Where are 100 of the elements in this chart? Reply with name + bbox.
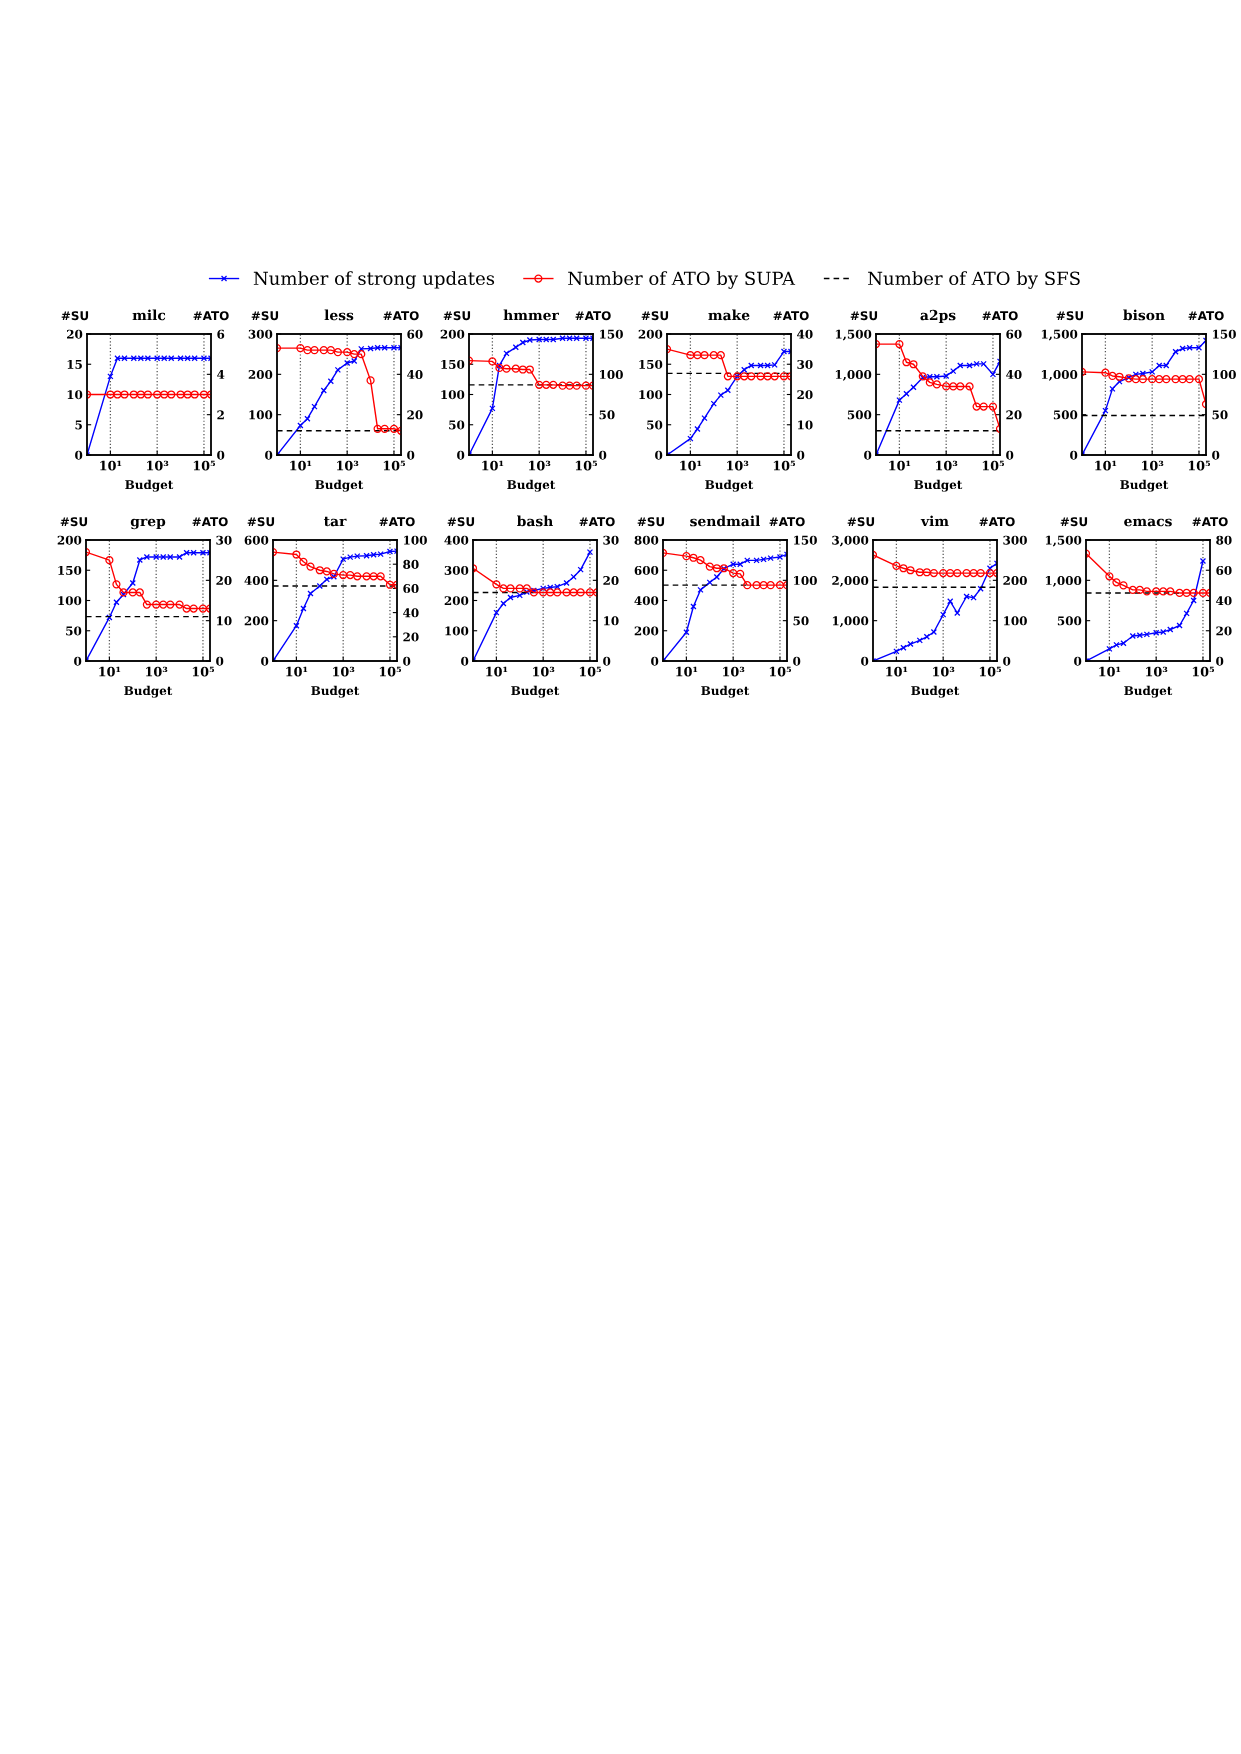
y-tick-label: 100 bbox=[58, 596, 82, 606]
y2-tick-label: 4 bbox=[217, 370, 225, 379]
y2-tick-label: 40 bbox=[1216, 596, 1232, 606]
x-tick-label: 10⁵ bbox=[1188, 460, 1211, 471]
x-tick-label: 10³ bbox=[147, 460, 169, 471]
y-tick-label: 100 bbox=[249, 410, 273, 420]
y-tick-label: 0 bbox=[864, 450, 872, 460]
y-tick-label: 1,000 bbox=[832, 616, 869, 628]
y-tick-label: 50 bbox=[66, 626, 82, 636]
y2-tick-label: 150 bbox=[1213, 329, 1236, 339]
x-tick-label: 10³ bbox=[337, 460, 359, 471]
x-tick-label: 10³ bbox=[727, 460, 749, 471]
y2-tick-label: 20 bbox=[797, 390, 813, 400]
x-tick-label: 10¹ bbox=[889, 460, 911, 471]
x-tick-label: 10¹ bbox=[100, 460, 122, 471]
y2-tick-label: 100 bbox=[794, 576, 817, 586]
x-tick-label: 10³ bbox=[146, 666, 168, 677]
x-tick-label: 10¹ bbox=[676, 666, 698, 677]
y2-axis-title: #ATO bbox=[193, 311, 229, 321]
y-tick-label: 100 bbox=[445, 626, 469, 636]
y2-tick-label: 0 bbox=[797, 450, 805, 460]
y-tick-label: 100 bbox=[441, 390, 465, 400]
x-tick-label: 10⁵ bbox=[982, 460, 1005, 471]
x-tick-label: 10¹ bbox=[680, 460, 702, 471]
y2-tick-label: 30 bbox=[216, 535, 232, 545]
chart-title: milc bbox=[132, 309, 166, 321]
y2-tick-label: 10 bbox=[217, 616, 232, 626]
legend-label: Number of ATO by SFS bbox=[868, 271, 1080, 289]
y2-tick-label: 100 bbox=[404, 535, 427, 545]
y2-tick-label: 20 bbox=[1216, 626, 1232, 636]
x-tick-label: 10¹ bbox=[482, 460, 504, 471]
x-tick-label: 10³ bbox=[333, 666, 355, 677]
y-tick-label: 800 bbox=[634, 535, 659, 545]
y-axis-title: #SU bbox=[447, 517, 475, 527]
x-tick-label: 10³ bbox=[1146, 666, 1168, 677]
y2-axis-title: #ATO bbox=[379, 517, 415, 527]
x-tick-label: 10¹ bbox=[886, 666, 908, 677]
y2-axis-title: #ATO bbox=[773, 311, 809, 321]
x-tick-label: 10⁵ bbox=[979, 666, 1002, 677]
y-tick-label: 600 bbox=[244, 535, 269, 545]
y-tick-label: 20 bbox=[67, 329, 83, 339]
y-tick-label: 400 bbox=[244, 576, 269, 586]
legend-label: Number of ATO by SUPA bbox=[568, 271, 796, 289]
y2-tick-label: 20 bbox=[403, 632, 419, 642]
y2-tick-label: 80 bbox=[403, 559, 419, 569]
x-axis-title: Budget bbox=[124, 685, 173, 698]
y-tick-label: 50 bbox=[647, 420, 663, 430]
x-tick-label: 10¹ bbox=[290, 460, 312, 471]
x-tick-label: 10¹ bbox=[486, 666, 508, 677]
y-tick-label: 1,500 bbox=[835, 329, 872, 341]
y-tick-label: 0 bbox=[74, 656, 82, 666]
y2-axis-title: #ATO bbox=[982, 311, 1018, 321]
x-tick-label: 10⁵ bbox=[379, 666, 402, 677]
y2-tick-label: 40 bbox=[407, 370, 423, 380]
y-axis-title: #SU bbox=[60, 517, 88, 527]
y2-tick-label: 0 bbox=[1006, 450, 1014, 460]
y2-tick-label: 40 bbox=[797, 329, 813, 339]
y2-tick-label: 0 bbox=[1212, 450, 1220, 460]
y-tick-label: 3,000 bbox=[832, 535, 869, 547]
y2-tick-label: 0 bbox=[403, 656, 411, 666]
x-tick-label: 10⁵ bbox=[579, 666, 602, 677]
y2-tick-label: 60 bbox=[407, 329, 423, 339]
y2-tick-label: 150 bbox=[794, 535, 817, 545]
y2-tick-label: 10 bbox=[604, 616, 619, 626]
y-tick-label: 500 bbox=[1053, 410, 1078, 420]
y2-tick-label: 0 bbox=[217, 450, 225, 460]
x-axis-title: Budget bbox=[914, 479, 963, 492]
y2-tick-label: 30 bbox=[797, 359, 813, 369]
y-axis-title: #SU bbox=[641, 311, 669, 321]
x-tick-label: 10¹ bbox=[1095, 460, 1117, 471]
y-axis-title: #SU bbox=[850, 311, 878, 321]
y-tick-label: 600 bbox=[634, 565, 659, 575]
x-axis-title: Budget bbox=[125, 479, 174, 492]
y-tick-label: 0 bbox=[655, 450, 663, 460]
y2-tick-label: 100 bbox=[1004, 616, 1027, 626]
y2-tick-label: 40 bbox=[1006, 370, 1022, 380]
x-tick-label: 10⁵ bbox=[575, 460, 598, 471]
y2-tick-label: 0 bbox=[603, 656, 611, 666]
chart-title: bash bbox=[517, 515, 553, 527]
y-tick-label: 100 bbox=[639, 390, 663, 400]
y2-tick-label: 30 bbox=[603, 535, 619, 545]
y-tick-label: 300 bbox=[248, 329, 273, 339]
y-tick-label: 150 bbox=[639, 359, 663, 369]
y-tick-label: 200 bbox=[244, 616, 269, 626]
y2-tick-label: 60 bbox=[1216, 565, 1232, 575]
y-tick-label: 300 bbox=[444, 565, 469, 575]
y-tick-label: 1,000 bbox=[1045, 576, 1082, 587]
y2-axis-title: #ATO bbox=[383, 311, 419, 321]
y2-axis-title: #ATO bbox=[192, 517, 228, 527]
x-axis-title: Budget bbox=[315, 479, 364, 492]
x-tick-label: 10³ bbox=[933, 666, 955, 677]
y-axis-title: #SU bbox=[251, 311, 279, 321]
y-axis-title: #SU bbox=[637, 517, 665, 527]
y-tick-label: 1,000 bbox=[835, 370, 872, 381]
x-tick-label: 10⁵ bbox=[773, 460, 796, 471]
y2-tick-label: 200 bbox=[1003, 576, 1027, 586]
y-tick-label: 0 bbox=[1074, 656, 1082, 666]
x-tick-label: 10¹ bbox=[1099, 666, 1121, 677]
y-axis-title: #SU bbox=[1060, 517, 1088, 527]
y2-tick-label: 20 bbox=[407, 410, 423, 420]
